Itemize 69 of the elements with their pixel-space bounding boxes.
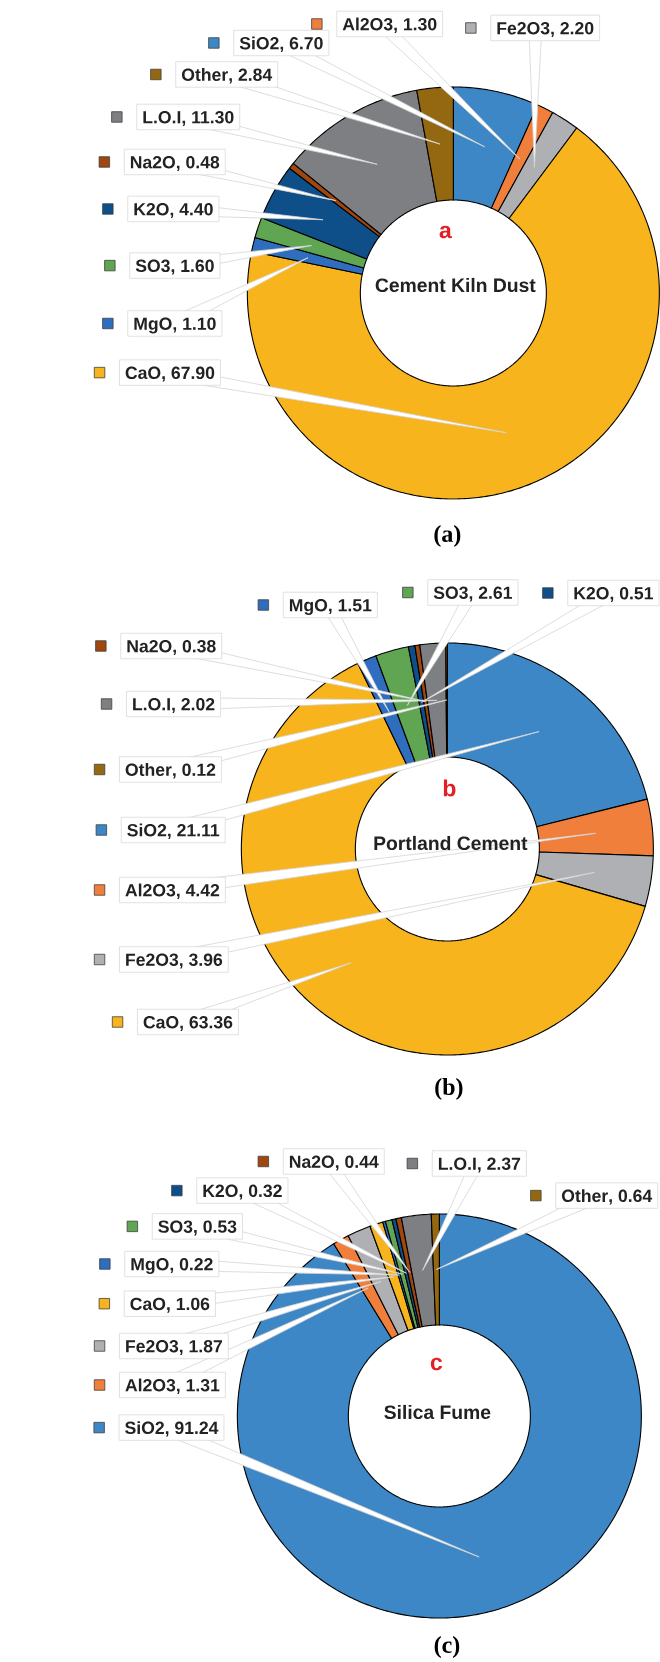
legend-label: Other <box>181 68 228 81</box>
legend-label: MgO <box>134 317 172 334</box>
legend-label: L.O.I <box>438 1157 476 1170</box>
legend-label: SiO2 <box>124 1421 164 1435</box>
legend-label: SiO2 <box>239 36 279 50</box>
data-label: , 0.22 <box>170 1258 213 1274</box>
data-label: , 0.44 <box>335 1155 379 1171</box>
legend-label: SiO2 <box>127 823 166 837</box>
legend-label: Al2O3 <box>125 883 175 897</box>
legend-label: K2O <box>134 203 169 216</box>
data-label: , 0.53 <box>193 1220 237 1236</box>
legend-label: Other <box>561 1189 608 1203</box>
legend-label: K2O <box>574 587 609 600</box>
text: a <box>439 225 452 239</box>
data-label: , 1.31 <box>176 1379 220 1395</box>
legend-label: Al2O3 <box>125 1378 175 1392</box>
data-label: , 1.06 <box>166 1297 210 1313</box>
legend-label: SO3 <box>158 1220 193 1233</box>
data-label: , 1.10 <box>173 317 216 333</box>
data-label: , 2.37 <box>477 1157 520 1173</box>
legend-label: Fe2O3 <box>497 22 550 35</box>
text: Cement Kiln Dust <box>375 277 536 293</box>
text: (a) <box>434 525 461 547</box>
text: (c) <box>434 1636 460 1658</box>
legend-label: SO3 <box>433 586 468 599</box>
data-label: , 6.70 <box>280 37 323 53</box>
legend-label: L.O.I <box>132 698 170 711</box>
legend-label: Na2O <box>130 156 175 169</box>
legend-label: CaO <box>143 1016 179 1029</box>
legend-label: MgO <box>131 1258 169 1275</box>
data-label: , 1.51 <box>328 599 372 615</box>
legend-label: SO3 <box>135 259 170 273</box>
legend-label: L.O.I <box>143 111 181 124</box>
legend-label: MgO <box>289 599 327 616</box>
data-label: , 0.51 <box>610 587 653 603</box>
data-label: , 1.30 <box>394 18 437 34</box>
data-label: , 0.32 <box>239 1184 282 1200</box>
legend-label: Na2O <box>289 1155 334 1168</box>
data-label: , 0.12 <box>172 763 216 779</box>
text: b <box>443 779 456 797</box>
text: (b) <box>435 1078 463 1100</box>
data-label: , 4.40 <box>170 203 213 219</box>
data-label: , 63.36 <box>180 1016 233 1032</box>
data-label: , 91.24 <box>165 1421 219 1437</box>
data-label: , 0.38 <box>173 640 216 656</box>
data-label: , 67.90 <box>162 366 215 382</box>
data-label: , 4.42 <box>176 884 219 900</box>
legend-label: Other <box>125 763 172 776</box>
data-label: , 0.64 <box>609 1189 652 1205</box>
text: Portland Cement <box>374 835 528 851</box>
legend-label: K2O <box>203 1184 238 1198</box>
text: Silica Fume <box>384 1404 491 1420</box>
data-label: , 3.96 <box>179 953 222 969</box>
legend-label: Fe2O3 <box>125 953 178 966</box>
data-label: , 2.20 <box>551 22 594 38</box>
legend-label: CaO <box>130 1297 166 1311</box>
data-label: , 11.30 <box>182 111 234 127</box>
legend-label: Na2O <box>127 640 172 653</box>
data-label: , 21.11 <box>167 824 220 840</box>
legend-label: Fe2O3 <box>125 1340 178 1353</box>
data-label: , 2.61 <box>469 586 512 602</box>
data-label: , 0.48 <box>176 156 220 172</box>
text: c <box>430 1357 442 1371</box>
data-label: , 2.02 <box>172 698 215 714</box>
data-label: , 2.84 <box>229 68 272 84</box>
data-label: , 1.60 <box>171 259 214 275</box>
legend-label: Al2O3 <box>342 17 393 31</box>
data-label: , 1.87 <box>179 1340 222 1356</box>
legend-label: CaO <box>125 366 161 380</box>
